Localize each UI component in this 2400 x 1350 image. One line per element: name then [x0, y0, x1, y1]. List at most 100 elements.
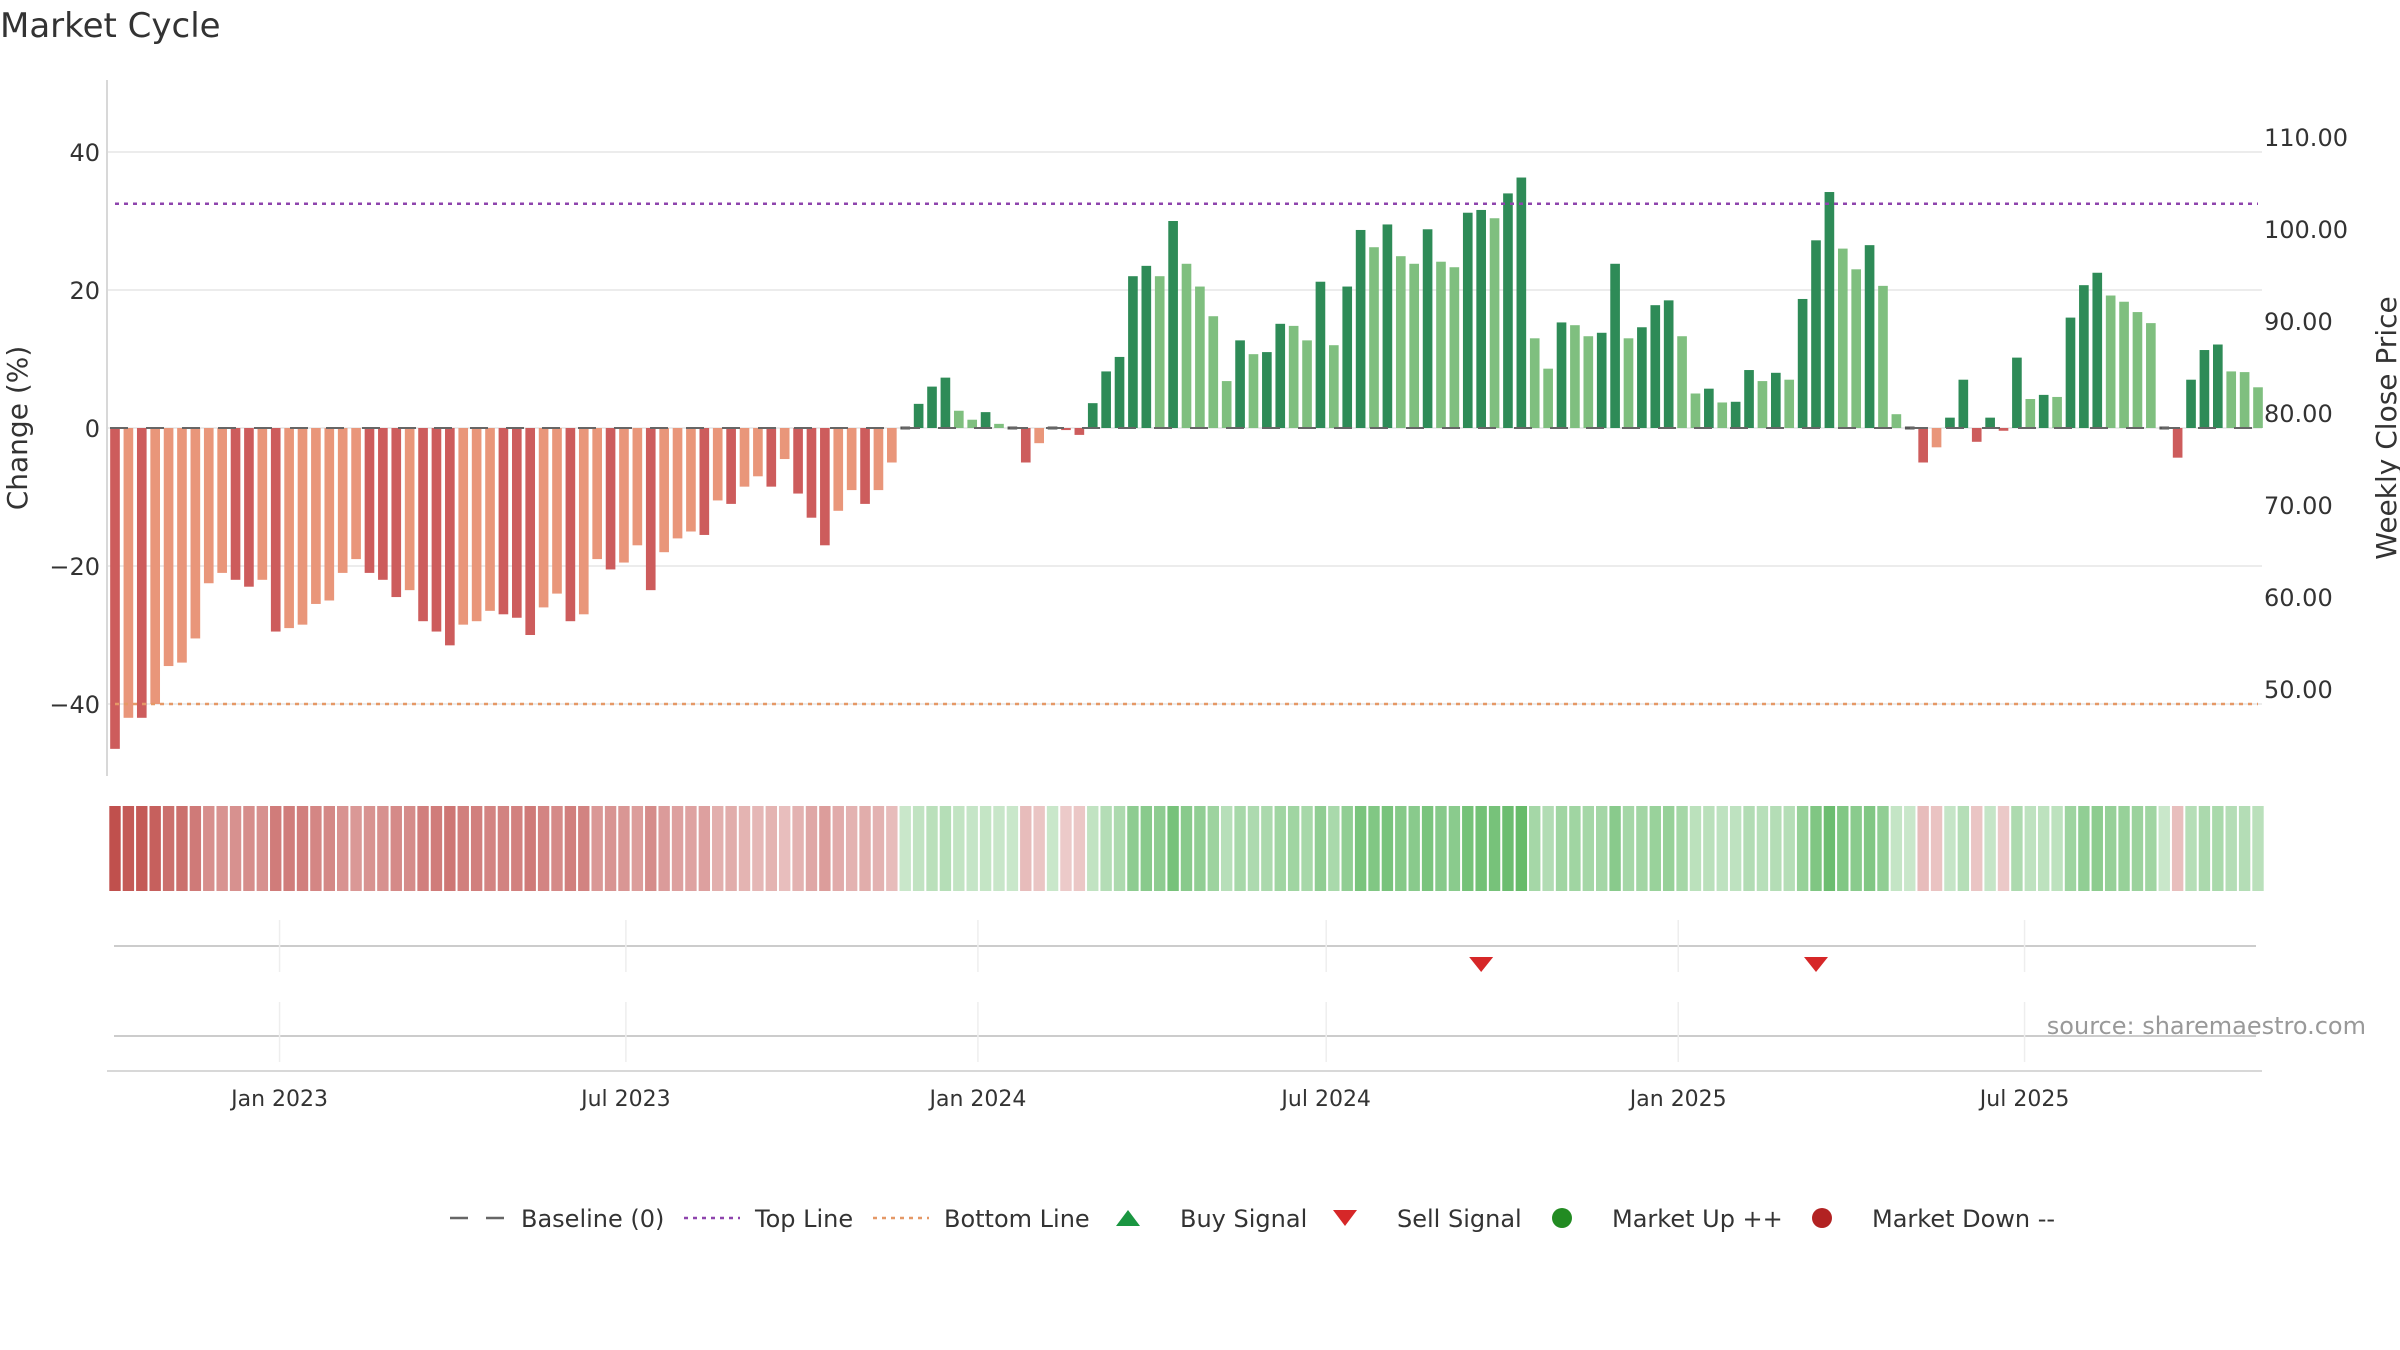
bar: [1918, 428, 1928, 463]
bar: [163, 428, 174, 667]
bar: [913, 403, 924, 428]
bar: [1985, 417, 1995, 428]
bar: [686, 428, 696, 532]
heat-cell: [1395, 806, 1407, 891]
bar: [1128, 276, 1138, 428]
heat-cell: [1957, 806, 1970, 891]
bar: [110, 428, 120, 749]
bar: [1262, 352, 1272, 428]
y-tick-label: −40: [49, 691, 100, 719]
heat-cell: [430, 806, 443, 891]
bar: [2186, 379, 2196, 428]
bar: [2172, 428, 2183, 458]
heat-cell: [2011, 806, 2023, 891]
heat-cell: [511, 806, 523, 891]
heat-cell: [1140, 806, 1153, 891]
bar: [324, 428, 335, 601]
heat-cell: [1676, 806, 1688, 891]
heat-cell: [1060, 806, 1072, 891]
x-tick-label: Jan 2023: [229, 1087, 328, 1112]
heat-cell: [176, 806, 188, 891]
bar: [2052, 396, 2062, 428]
bar: [793, 428, 803, 494]
heat-cell: [1006, 806, 1019, 891]
heat-cell: [1127, 806, 1139, 891]
heat-cell: [2078, 806, 2090, 891]
bar: [391, 428, 402, 598]
bar: [1529, 338, 1540, 428]
heat-cell: [832, 806, 844, 891]
heat-cell: [2104, 806, 2117, 891]
x-tick-label: Jul 2024: [1279, 1087, 1371, 1112]
heat-cell: [1649, 806, 1661, 891]
axes: 40 20 0 −20 −40 110.00 100.00 90.00 80.00 70.00 60…: [1, 80, 2400, 1112]
bar: [927, 386, 937, 428]
heat-cell: [136, 806, 148, 891]
heat-cell: [2038, 806, 2050, 891]
legend-down-swatch: [1812, 1208, 1832, 1228]
bar: [2212, 344, 2223, 428]
bar: [645, 428, 656, 591]
heat-cell: [1462, 806, 1474, 891]
bar: [672, 428, 683, 539]
heat-cell: [1743, 806, 1755, 891]
y-tick-label: 40: [69, 139, 100, 167]
heat-cell: [1783, 806, 1795, 891]
heat-cell: [1502, 806, 1514, 891]
bar: [1422, 229, 1433, 428]
bar: [2012, 357, 2022, 428]
heat-cell: [1850, 806, 1862, 891]
heat-cell: [537, 806, 550, 891]
heat-cell: [1703, 806, 1715, 891]
heat-cell: [216, 806, 228, 891]
bar: [1690, 393, 1701, 428]
bar: [1744, 370, 1754, 428]
bar: [270, 428, 281, 632]
heat-cell: [1944, 806, 1956, 891]
bar: [431, 428, 442, 632]
bar: [1811, 240, 1821, 428]
heat-cell: [203, 806, 215, 891]
bar: [1851, 269, 1862, 428]
heat-cell: [2145, 806, 2157, 891]
heat-cell: [1274, 806, 1286, 891]
chart-title: Market Cycle: [0, 6, 221, 46]
heat-cell: [738, 806, 751, 891]
heat-cell: [497, 806, 510, 891]
bar: [1570, 325, 1580, 428]
heat-cell: [979, 806, 992, 891]
bar: [2253, 387, 2263, 428]
bar: [753, 428, 763, 477]
heat-cell: [2051, 806, 2063, 891]
heat-strip: [109, 806, 2264, 891]
heat-cell: [778, 806, 791, 891]
bar: [1221, 381, 1232, 428]
heat-cell: [524, 806, 536, 891]
bar: [953, 410, 964, 428]
bar: [1449, 267, 1460, 428]
heat-cell: [1796, 806, 1809, 891]
bar: [1020, 428, 1031, 463]
heat-cell: [2198, 806, 2211, 891]
bar: [1878, 285, 1888, 428]
bar: [1717, 402, 1728, 428]
heat-cell: [1890, 806, 1903, 891]
heat-cell: [1997, 806, 2010, 891]
legend-label: Buy Signal: [1180, 1205, 1307, 1233]
bar: [1583, 336, 1594, 428]
bar: [1181, 263, 1192, 428]
heat-cell: [470, 806, 483, 891]
bar: [1503, 193, 1513, 428]
heat-cell: [1328, 806, 1340, 891]
bar: [1061, 428, 1071, 431]
bar: [257, 428, 268, 580]
right-y-axis-label: Weekly Close Price: [2370, 296, 2400, 559]
heat-cell: [457, 806, 469, 891]
bar: [1596, 332, 1607, 428]
bar: [136, 428, 147, 718]
bar: [1998, 428, 2009, 431]
heat-cell: [792, 806, 804, 891]
heat-cell: [1837, 806, 1849, 891]
bar: [230, 428, 241, 580]
heat-cell: [1234, 806, 1246, 891]
